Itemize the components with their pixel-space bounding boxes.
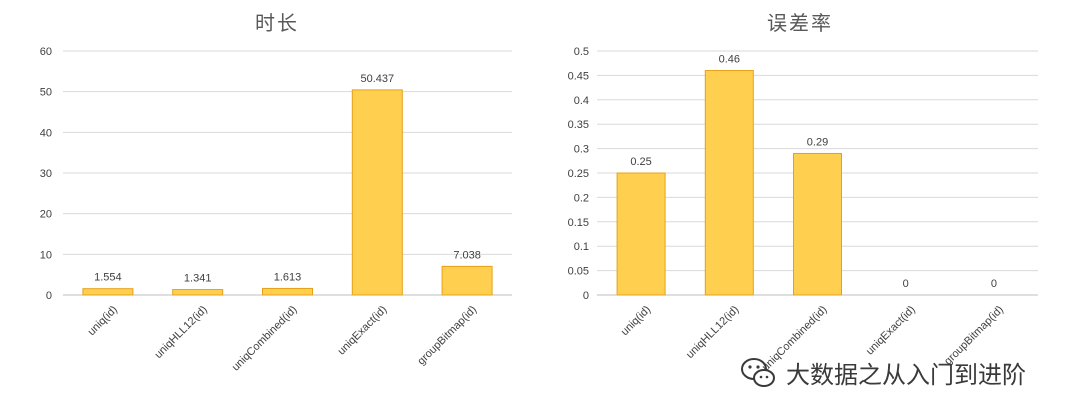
- chart2-y-tick-label: 0: [583, 290, 589, 302]
- chart2-data-label: 0: [903, 278, 909, 290]
- chart1-data-label: 1.341: [184, 273, 212, 285]
- chart1-bar: [441, 265, 493, 296]
- chart1-x-tick-label: uniqExact(id): [336, 304, 390, 358]
- chart2-y-tick-label: 0.2: [574, 192, 589, 204]
- chart2-bar: [793, 152, 842, 296]
- chart2-y-tick-label: 0.35: [568, 119, 589, 131]
- chart1-y-tick-label: 30: [40, 168, 52, 180]
- chart2-y-tick-label: 0.05: [568, 266, 589, 278]
- wechat-icon: [741, 358, 775, 387]
- chart1-x-tick-label: uniqCombined(id): [230, 304, 300, 374]
- chart1-y-tick-label: 20: [40, 209, 52, 221]
- chart1-y-tick-label: 10: [40, 249, 52, 261]
- watermark: 大数据之从入门到进阶: [738, 352, 1026, 392]
- chart1-bar: [82, 288, 134, 296]
- chart2-data-label: 0.25: [630, 156, 651, 168]
- chart1-data-label: 1.613: [274, 271, 302, 283]
- chart2-bar: [616, 172, 666, 296]
- chart2-y-tick-label: 0.45: [568, 70, 589, 82]
- chart2-x-tick-label: uniq(id): [619, 304, 653, 338]
- chart1-x-tick-label: uniq(id): [86, 304, 120, 338]
- chart1-y-tick-label: 60: [40, 46, 52, 58]
- chart2-data-label: 0.29: [807, 136, 828, 148]
- chart2-y-tick-label: 0.25: [568, 168, 589, 180]
- chart1-data-label: 50.437: [360, 73, 394, 85]
- chart2-y-tick-label: 0.4: [574, 95, 589, 107]
- chart1-x-tick-label: uniqHLL12(id): [152, 304, 209, 361]
- chart1-bar: [262, 287, 313, 296]
- chart2-y-tick-label: 0.3: [574, 144, 589, 156]
- chart2-x-tick-label: uniqExact(id): [864, 304, 918, 358]
- chart2-data-label: 0.46: [719, 54, 740, 66]
- chart1-x-tick-label: groupBitmap(id): [415, 304, 479, 368]
- chart1-y-tick-label: 0: [46, 290, 52, 302]
- chart2-y-tick-label: 0.15: [568, 217, 589, 229]
- chart1-data-label: 1.554: [94, 272, 122, 284]
- chart1-y-tick-label: 40: [40, 127, 52, 139]
- chart1-title: 时长: [255, 12, 299, 35]
- chart2-bar: [704, 70, 754, 296]
- chart1-bar: [351, 89, 403, 296]
- chart2-x-tick-label: uniqHLL12(id): [684, 304, 741, 361]
- watermark-text: 大数据之从入门到进阶: [786, 360, 1026, 389]
- chart2-y-tick-label: 0.5: [574, 46, 589, 58]
- chart2-data-label: 0: [991, 278, 997, 290]
- chart1-data-label: 7.038: [453, 249, 481, 261]
- chart2-title: 误差率: [767, 12, 833, 35]
- chart1-bar: [172, 289, 224, 296]
- chart1-y-tick-label: 50: [40, 87, 52, 99]
- chart2-y-tick-label: 0.1: [574, 241, 589, 253]
